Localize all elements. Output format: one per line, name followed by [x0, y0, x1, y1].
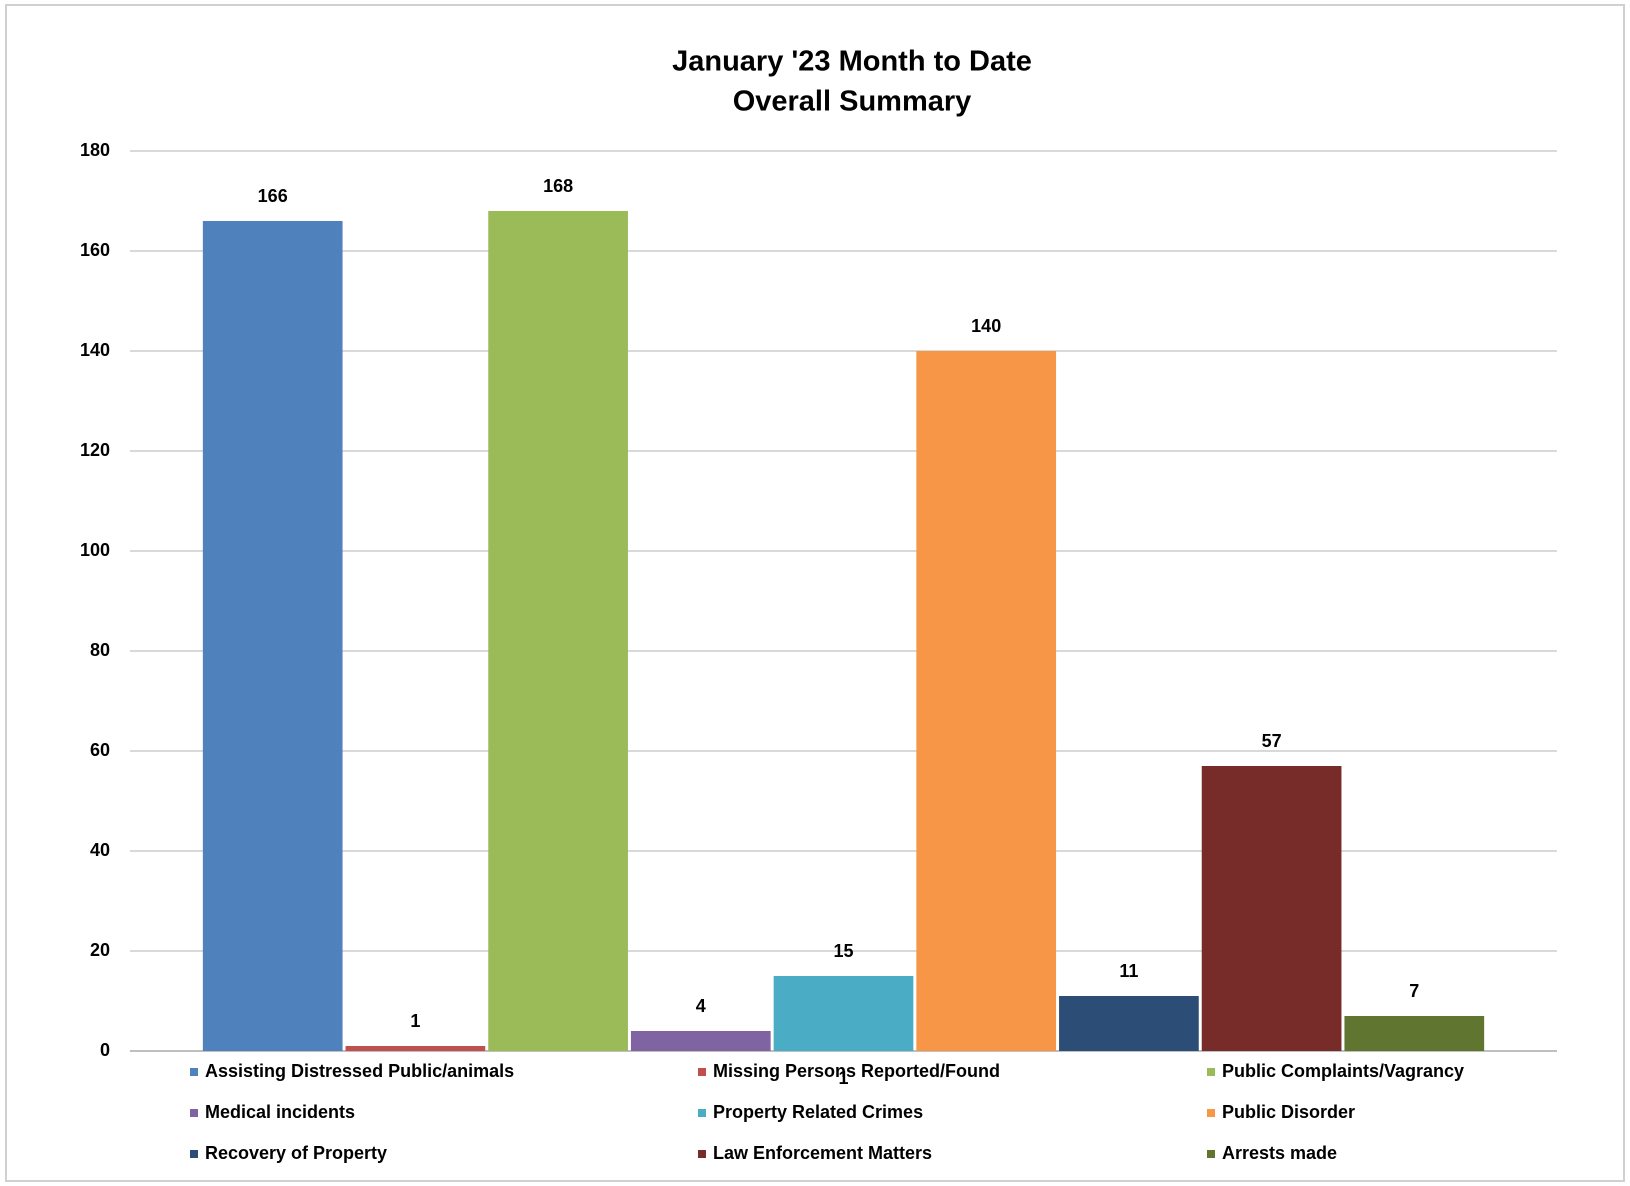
bar [488, 211, 628, 1051]
y-tick-label: 60 [90, 740, 110, 760]
data-label: 4 [696, 996, 706, 1016]
data-label: 15 [833, 941, 853, 961]
legend-label: Public Disorder [1222, 1102, 1355, 1122]
bar [1059, 996, 1199, 1051]
data-label: 168 [543, 176, 573, 196]
data-label: 1 [410, 1011, 420, 1031]
legend-label: Medical incidents [205, 1102, 355, 1122]
y-tick-label: 180 [80, 140, 110, 160]
y-tick-label: 20 [90, 940, 110, 960]
data-label: 57 [1262, 731, 1282, 751]
legend-label: Missing Persons Reported/Found [713, 1061, 1000, 1081]
legend-label: Assisting Distressed Public/animals [205, 1061, 514, 1081]
legend-label: Property Related Crimes [713, 1102, 923, 1122]
bar [202, 221, 343, 1051]
bar [1344, 1016, 1485, 1051]
legend-swatch [698, 1068, 706, 1076]
y-tick-label: 140 [80, 340, 110, 360]
y-tick-label: 40 [90, 840, 110, 860]
x-tick-label: 1 [838, 1068, 848, 1088]
legend-swatch [190, 1150, 198, 1158]
legend-swatch [698, 1150, 706, 1158]
legend-swatch [1207, 1150, 1215, 1158]
legend-label: Arrests made [1222, 1143, 1337, 1163]
data-label: 11 [1119, 961, 1138, 981]
bar [345, 1046, 486, 1051]
legend-label: Recovery of Property [205, 1143, 387, 1163]
y-tick-label: 0 [100, 1040, 110, 1060]
legend-swatch [190, 1068, 198, 1076]
bar [916, 351, 1057, 1051]
legend-label: Public Complaints/Vagrancy [1222, 1061, 1464, 1081]
legend-label: Law Enforcement Matters [713, 1143, 932, 1163]
legend-swatch [1207, 1109, 1215, 1117]
y-tick-label: 160 [80, 240, 110, 260]
bar [773, 976, 914, 1051]
bar [1201, 766, 1342, 1051]
legend-swatch [1207, 1068, 1215, 1076]
legend-swatch [190, 1109, 198, 1117]
y-tick-label: 120 [80, 440, 110, 460]
data-label: 140 [971, 316, 1001, 336]
data-label: 7 [1409, 981, 1419, 1001]
legend-swatch [698, 1109, 706, 1117]
bar [630, 1031, 771, 1051]
chart-title: January '23 Month to Date [672, 46, 1032, 78]
y-tick-label: 100 [80, 540, 110, 560]
y-tick-label: 80 [90, 640, 110, 660]
data-label: 166 [258, 186, 288, 206]
chart-title: Overall Summary [733, 86, 972, 118]
